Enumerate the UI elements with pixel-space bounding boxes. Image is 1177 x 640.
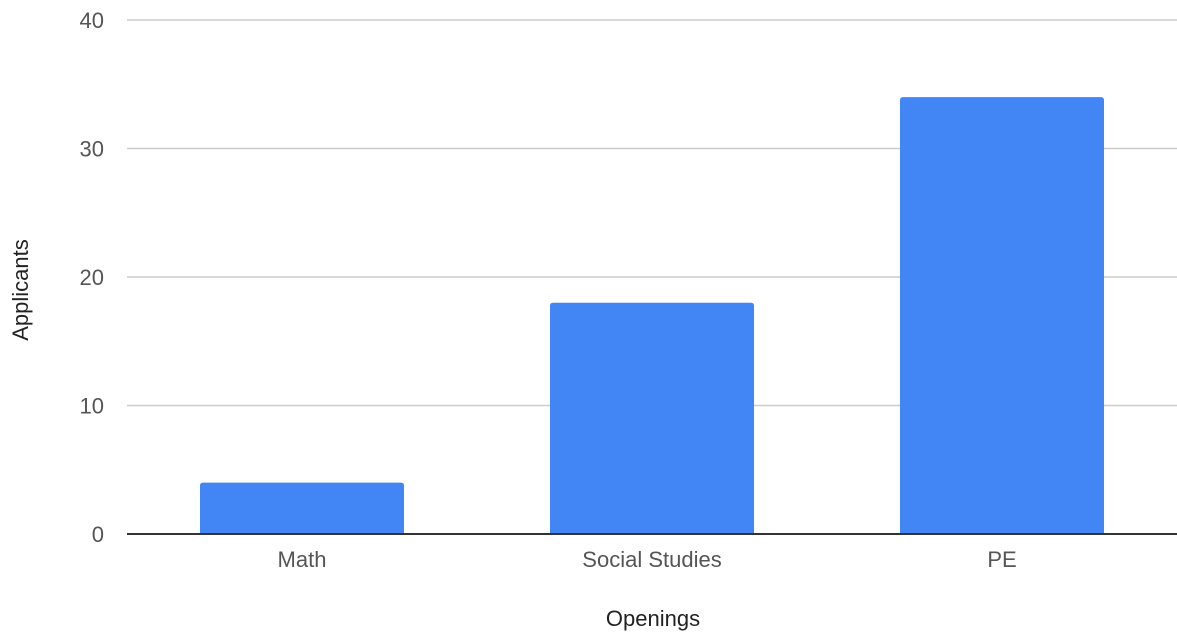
- y-tick-label: 10: [80, 394, 104, 419]
- x-tick-label: PE: [987, 547, 1016, 572]
- bar-math: [200, 482, 404, 534]
- x-tick-label: Math: [278, 547, 327, 572]
- y-tick-label: 30: [80, 137, 104, 162]
- y-tick-label: 40: [80, 8, 104, 33]
- y-tick-label: 0: [92, 522, 104, 547]
- x-axis-title: Openings: [606, 606, 700, 631]
- x-tick-label: Social Studies: [582, 547, 721, 572]
- tick-labels: 0 10 20 30 40 Math Social Studies PE: [80, 8, 1017, 572]
- bar-pe: [900, 97, 1104, 534]
- y-tick-label: 20: [80, 265, 104, 290]
- bar-social-studies: [550, 302, 754, 534]
- bars: [200, 97, 1104, 534]
- y-axis-title: Applicants: [8, 239, 33, 341]
